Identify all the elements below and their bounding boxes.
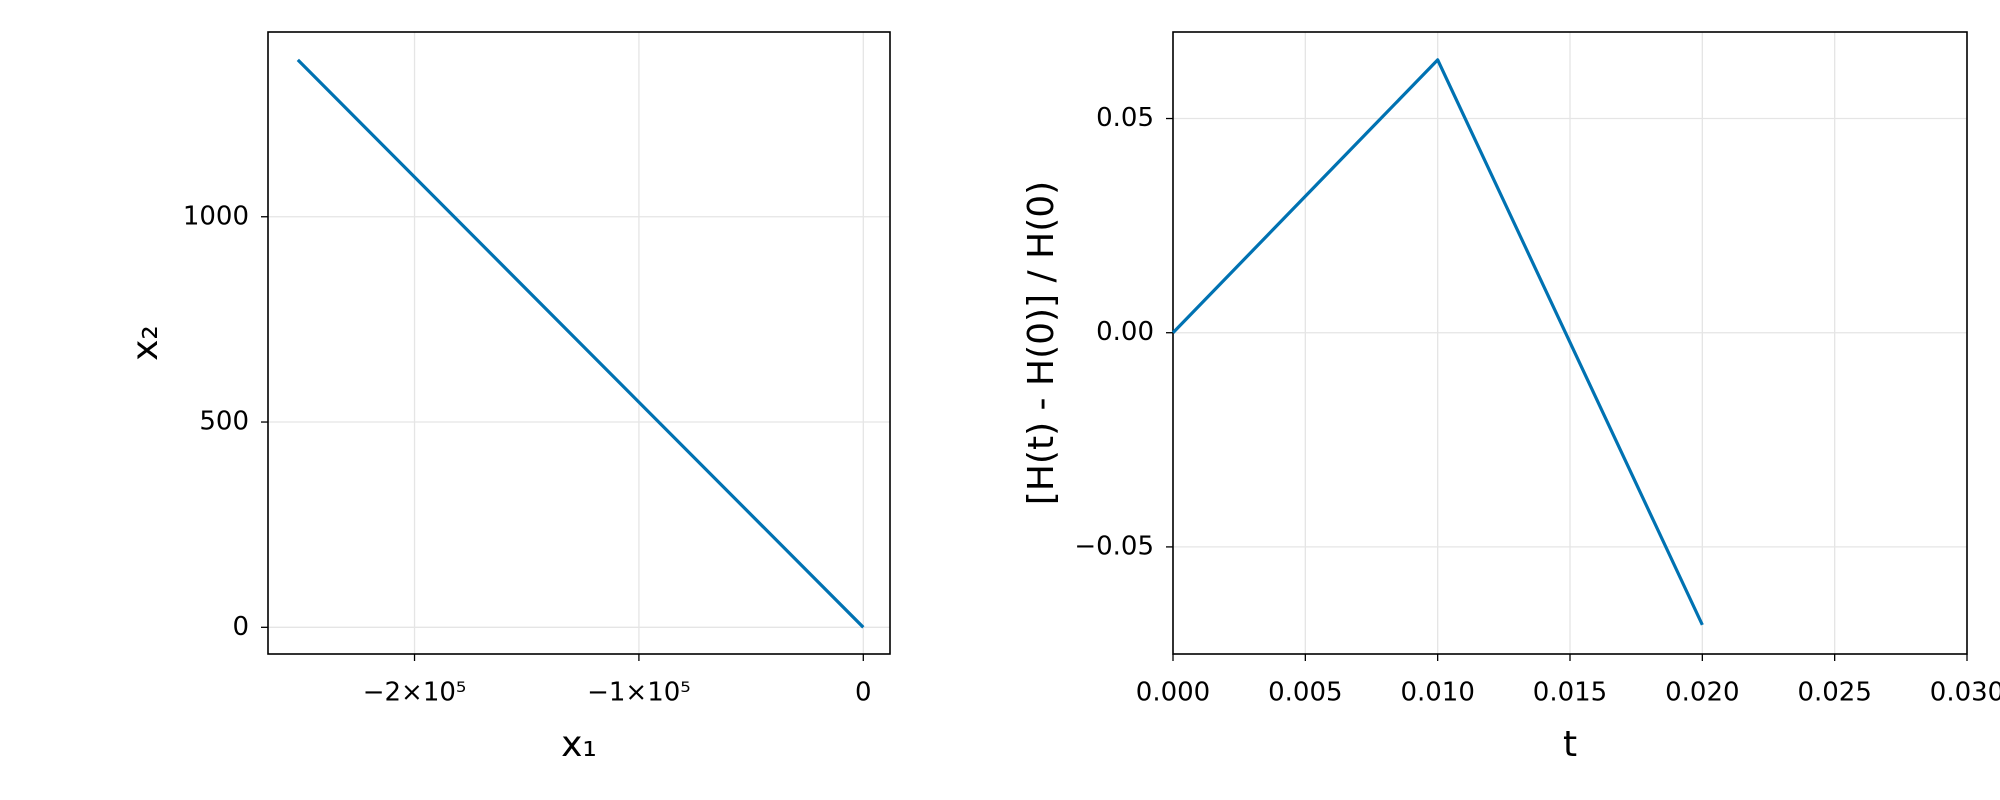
x-tick-label: −1×10⁵ [587, 678, 691, 708]
x-tick-label: 0 [855, 678, 872, 708]
x-axis-label: t [1563, 724, 1577, 765]
y-tick-label: 1000 [183, 201, 249, 231]
data-line [296, 58, 865, 629]
axes-frame [267, 31, 891, 655]
x-tick-label: 0.000 [1136, 678, 1210, 708]
x-tick-label: 0.025 [1797, 678, 1871, 708]
y-tick-label: 0 [232, 612, 249, 642]
y-tick-label: 0.00 [1096, 317, 1154, 347]
data-line [1171, 58, 1704, 626]
x-axis-label: x₁ [561, 724, 597, 765]
y-axis-label: [H(t) - H(0)] / H(0) [1021, 181, 1062, 505]
x-tick-label: 0.020 [1665, 678, 1739, 708]
y-tick-label: −0.05 [1074, 531, 1154, 561]
y-axis-label: x₂ [125, 325, 166, 361]
axes-frame [1172, 31, 1968, 655]
x-tick-label: 0.005 [1268, 678, 1342, 708]
x-tick-label: −2×10⁵ [363, 678, 467, 708]
x-tick-label: 0.010 [1400, 678, 1474, 708]
y-tick-label: 500 [199, 407, 249, 437]
x-tick-label: 0.030 [1930, 678, 2000, 708]
x-tick-label: 0.015 [1533, 678, 1607, 708]
y-tick-label: 0.05 [1096, 103, 1154, 133]
